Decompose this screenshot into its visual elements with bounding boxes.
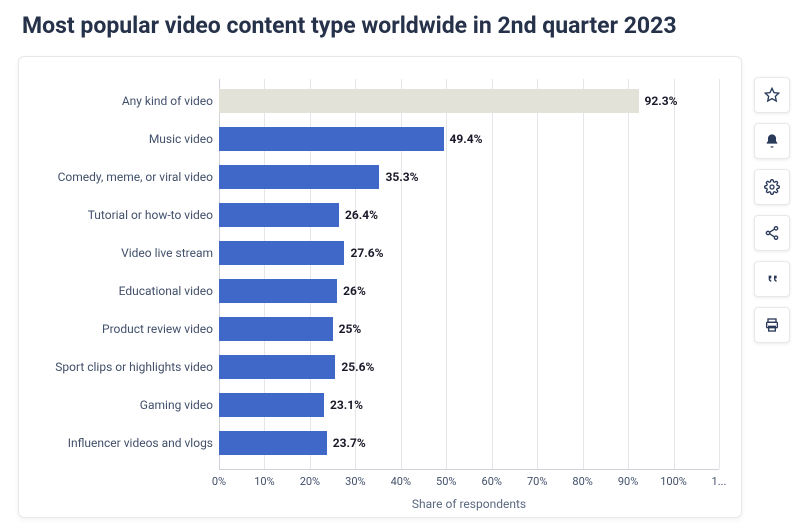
- notify-button[interactable]: [754, 123, 790, 159]
- x-tick: 1...: [712, 469, 727, 488]
- category-label: Gaming video: [33, 398, 213, 412]
- page-title: Most popular video content type worldwid…: [0, 0, 800, 45]
- bar-row: 26.4%: [219, 203, 339, 227]
- settings-button[interactable]: [754, 169, 790, 205]
- quote-icon: [764, 271, 780, 287]
- star-icon: [764, 87, 780, 103]
- bar-value-label: 26.4%: [339, 208, 378, 222]
- bar[interactable]: [219, 279, 337, 303]
- bar-value-label: 25%: [333, 322, 362, 336]
- bar-value-label: 27.6%: [344, 246, 383, 260]
- category-label: Comedy, meme, or viral video: [33, 170, 213, 184]
- print-button[interactable]: [754, 307, 790, 343]
- x-tick: 0%: [212, 469, 226, 488]
- favorite-button[interactable]: [754, 77, 790, 113]
- gridline: [674, 79, 675, 469]
- bar-value-label: 25.6%: [335, 360, 374, 374]
- bar-value-label: 26%: [337, 284, 366, 298]
- x-axis-line: [219, 469, 719, 470]
- x-tick: 70%: [527, 469, 547, 488]
- print-icon: [764, 317, 780, 333]
- category-label: Tutorial or how-to video: [33, 208, 213, 222]
- x-tick: 20%: [300, 469, 320, 488]
- bar-row: 23.1%: [219, 393, 324, 417]
- bar-row: 23.7%: [219, 431, 327, 455]
- bar-row: 25.6%: [219, 355, 335, 379]
- bar[interactable]: [219, 431, 327, 455]
- chart-card: 92.3% 49.4% 35.3% 26.4% 27.6% 26% 25% 25.6% 23.1…: [18, 56, 742, 518]
- bar-value-label: 92.3%: [639, 94, 678, 108]
- category-label: Product review video: [33, 322, 213, 336]
- x-tick: 10%: [254, 469, 274, 488]
- bar[interactable]: [219, 393, 324, 417]
- category-label: Music video: [33, 132, 213, 146]
- x-tick: 40%: [391, 469, 411, 488]
- bar[interactable]: [219, 241, 344, 265]
- gridline: [583, 79, 584, 469]
- x-tick: 80%: [572, 469, 592, 488]
- bar-row: 49.4%: [219, 127, 444, 151]
- x-tick: 100%: [660, 469, 687, 488]
- category-label: Sport clips or highlights video: [33, 360, 213, 374]
- chart-toolbar: [754, 77, 790, 343]
- bar-row: 26%: [219, 279, 337, 303]
- x-tick: 50%: [436, 469, 456, 488]
- bar[interactable]: [219, 203, 339, 227]
- plot-area: 92.3% 49.4% 35.3% 26.4% 27.6% 26% 25% 25.6% 23.1…: [219, 79, 719, 469]
- share-icon: [764, 225, 780, 241]
- bar[interactable]: [219, 89, 639, 113]
- bar[interactable]: [219, 127, 444, 151]
- category-label: Video live stream: [33, 246, 213, 260]
- bar[interactable]: [219, 317, 333, 341]
- category-label: Any kind of video: [33, 94, 213, 108]
- bar-row: 27.6%: [219, 241, 344, 265]
- share-button[interactable]: [754, 215, 790, 251]
- gridline: [719, 79, 720, 469]
- x-tick: 90%: [618, 469, 638, 488]
- bar[interactable]: [219, 355, 335, 379]
- x-tick: 30%: [345, 469, 365, 488]
- bar-value-label: 23.1%: [324, 398, 363, 412]
- gear-icon: [764, 179, 780, 195]
- gridline: [628, 79, 629, 469]
- bar-value-label: 23.7%: [327, 436, 366, 450]
- category-label: Influencer videos and vlogs: [33, 436, 213, 450]
- bar-row: 25%: [219, 317, 333, 341]
- category-label: Educational video: [33, 284, 213, 298]
- bell-icon: [764, 133, 780, 149]
- citation-button[interactable]: [754, 261, 790, 297]
- gridline: [537, 79, 538, 469]
- x-axis-label: Share of respondents: [412, 497, 526, 511]
- bar-row: 92.3%: [219, 89, 639, 113]
- x-tick: 60%: [482, 469, 502, 488]
- gridline: [492, 79, 493, 469]
- bar-value-label: 35.3%: [379, 170, 418, 184]
- bar-value-label: 49.4%: [444, 132, 483, 146]
- bar-row: 35.3%: [219, 165, 379, 189]
- bar[interactable]: [219, 165, 379, 189]
